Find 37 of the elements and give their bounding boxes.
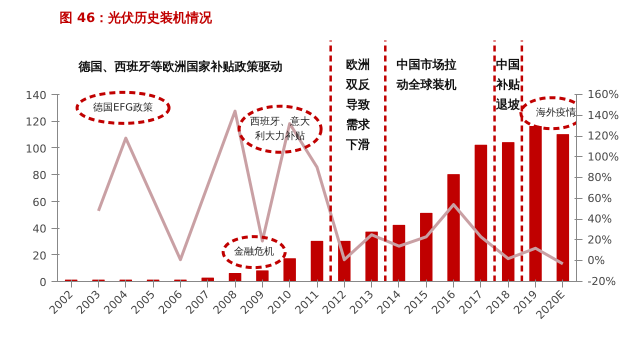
y2-tick-label: 60% (588, 192, 612, 205)
bar (365, 232, 378, 282)
y2-tick-label: 20% (588, 233, 612, 246)
bar (502, 142, 514, 282)
y-tick-label: 140 (26, 89, 47, 102)
y2-tick-label: -20% (588, 275, 616, 288)
y-tick-label: 60 (32, 196, 47, 209)
bar (392, 224, 406, 282)
annotation: 金融危机 (234, 246, 274, 258)
y2-tick-label: 40% (588, 212, 612, 226)
bar (202, 278, 214, 282)
y2-tick-label: 100% (588, 150, 619, 164)
bar (420, 212, 432, 282)
y-tick-label: 20 (32, 249, 47, 262)
annotation: 中国补贴退坡 (495, 58, 522, 112)
chart-title: 图 46：光伏历史装机情况 (60, 11, 214, 26)
y2-tick-label: 160% (588, 88, 619, 101)
bar (556, 134, 570, 282)
y2-tick-label: 120% (588, 130, 619, 143)
y-tick-label: 40 (32, 222, 47, 236)
y-tick-label: 120 (26, 116, 47, 129)
y2-tick-label: 140% (588, 108, 619, 122)
y2-tick-label: 80% (588, 171, 612, 184)
y2-tick-label: 0% (588, 254, 605, 268)
annotation: 德国EFG政策 (93, 101, 153, 114)
bar (447, 174, 460, 282)
y-tick-label: 0 (40, 276, 46, 289)
text: 德国、西班牙等欧洲国家补贴政策驱动 (77, 60, 282, 74)
y-tick-label: 80 (32, 169, 47, 182)
annotation: 欧洲双反导致需求下滑 (344, 58, 371, 152)
annotation: 西班牙、意大利大力补贴 (250, 116, 310, 142)
bar (474, 144, 488, 282)
annotation: 海外疫情 (536, 106, 576, 119)
y-tick-label: 100 (26, 142, 47, 156)
text: 中国市场拉动全球装机 (395, 58, 456, 92)
bar (310, 240, 324, 282)
bar (228, 272, 242, 282)
